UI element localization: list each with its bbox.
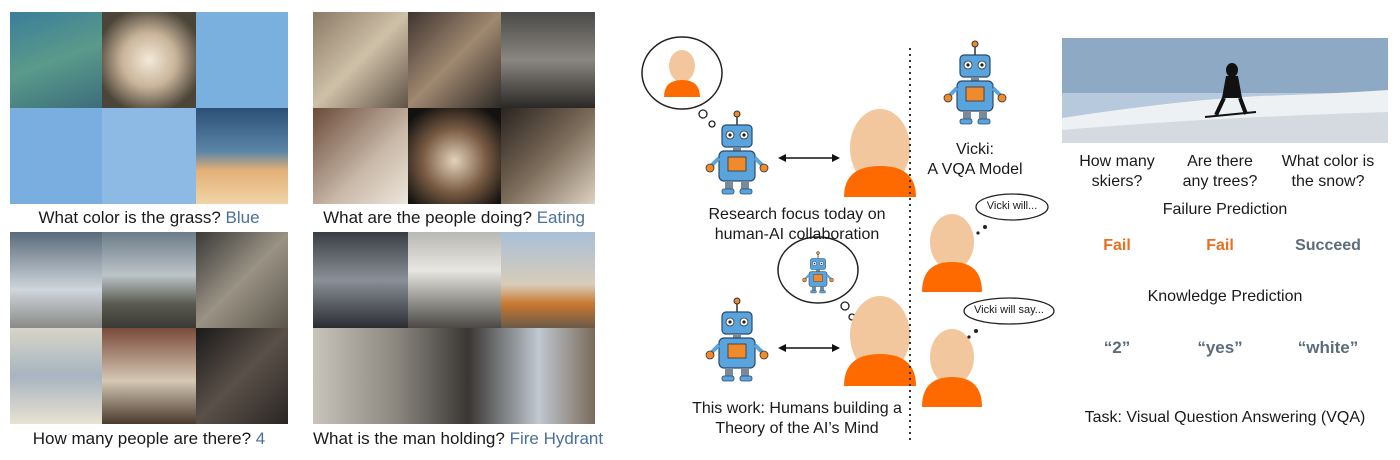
human-icon: [922, 329, 982, 407]
caption-line: Research focus today on: [708, 206, 886, 223]
tennis-photo: [10, 12, 102, 108]
food-plate-photo: [102, 12, 196, 108]
question-line: What color is: [1281, 153, 1375, 170]
cake-candles-photo: [408, 108, 501, 204]
vqa-example-panel-1: [10, 12, 288, 204]
robot-icon: [704, 296, 770, 383]
food-photo: [313, 12, 408, 108]
hydrant-street-photo: [313, 328, 595, 424]
airplane-photo: [102, 108, 196, 204]
speech-bubble-1: [975, 193, 1049, 235]
speech-bubble-text-1: Vicki will...: [986, 200, 1038, 212]
task-caption: Task: Visual Question Answering (VQA): [1084, 409, 1366, 426]
sheep-photo: [102, 328, 196, 424]
speech-bubble-text-2: Vicki will say...: [974, 304, 1044, 316]
caption-line: This work: Humans building a: [692, 400, 902, 417]
failure-result-2: Fail: [1206, 237, 1234, 254]
question-text: What color is the grass?: [38, 208, 221, 227]
street-photo: [196, 232, 288, 328]
knowledge-result-3: “white”: [1297, 338, 1359, 357]
beach-horses-photo: [102, 232, 196, 328]
airplane-sky-photo: [196, 12, 288, 108]
caption-line: human-AI collaboration: [714, 226, 880, 243]
construction-photo: [501, 232, 595, 328]
vqa-example-panel-2: [313, 12, 595, 204]
knowledge-result-1: “2”: [1103, 338, 1131, 357]
question-text: What is the man holding?: [313, 429, 505, 448]
answer-text: Fire Hydrant: [509, 429, 604, 448]
question-text: What are the people doing?: [323, 208, 532, 227]
bidirectional-arrow-icon: [778, 344, 840, 352]
research-focus-caption: Research focus today on human-AI collabo…: [692, 205, 902, 245]
vicki-robot-icon: [942, 39, 1008, 126]
bidirectional-arrow-icon: [778, 154, 840, 162]
human-icon: [844, 109, 916, 197]
question-2: Are there any trees?: [1165, 152, 1275, 192]
question-line: any trees?: [1182, 173, 1258, 190]
question-line: skiers?: [1091, 173, 1143, 190]
answer-text: 4: [255, 429, 266, 448]
vqa-example-panel-3: [10, 232, 288, 424]
family-eating-photo: [501, 108, 595, 204]
knowledge-result-2: “yes”: [1197, 338, 1243, 357]
group-beach-photo: [10, 328, 102, 424]
dinner-photo: [408, 12, 501, 108]
people-photo: [196, 328, 288, 424]
question-line: the snow?: [1291, 173, 1365, 190]
answer-text: Eating: [536, 208, 585, 227]
knowledge-prediction-heading: Knowledge Prediction: [1147, 288, 1303, 305]
answer-text: Blue: [225, 208, 260, 227]
this-work-caption: This work: Humans building a Theory of t…: [682, 399, 912, 439]
question-text: How many people are there?: [32, 429, 252, 448]
speech-bubble-2: [963, 297, 1055, 339]
question-1: How many skiers?: [1062, 152, 1172, 192]
city-photo: [313, 232, 408, 328]
question-3: What color is the snow?: [1268, 152, 1388, 192]
human-icon: [922, 214, 982, 292]
failure-result-3: Succeed: [1295, 237, 1361, 254]
fountain-photo: [408, 232, 501, 328]
question-line: Are there: [1187, 153, 1253, 170]
boat-photo: [10, 232, 102, 328]
vqa-caption-3: How many people are there? 4: [10, 429, 288, 449]
vqa-caption-4: What is the man holding? Fire Hydrant: [313, 429, 603, 449]
skier-photo: [1062, 38, 1388, 143]
restaurant-photo: [501, 12, 595, 108]
vicki-description: A VQA Model: [927, 161, 1023, 178]
question-line: How many: [1079, 153, 1155, 170]
vqa-caption-1: What color is the grass? Blue: [10, 208, 288, 228]
failure-result-1: Fail: [1103, 237, 1131, 254]
failure-prediction-heading: Failure Prediction: [1162, 201, 1288, 218]
vicki-label: Vicki: A VQA Model: [920, 140, 1030, 180]
human-icon: [844, 296, 916, 386]
blue-tile: [10, 108, 102, 204]
caption-line: Theory of the AI’s Mind: [715, 420, 879, 437]
thought-bubble-human: [641, 36, 723, 128]
cake-photo: [313, 108, 408, 204]
beach-photo: [196, 108, 288, 204]
vqa-caption-2: What are the people doing? Eating: [313, 208, 595, 228]
vicki-name: Vicki:: [956, 141, 994, 158]
vqa-example-panel-4: [313, 232, 595, 424]
